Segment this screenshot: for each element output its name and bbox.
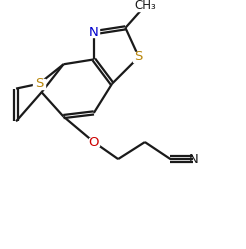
- Bar: [33, 79, 45, 89]
- Text: O: O: [89, 135, 99, 149]
- Bar: [136, 1, 153, 11]
- Text: N: N: [189, 153, 198, 166]
- Text: CH₃: CH₃: [134, 0, 156, 12]
- Bar: [89, 138, 99, 146]
- Bar: [89, 28, 99, 37]
- Text: S: S: [35, 77, 43, 90]
- Bar: [133, 52, 145, 62]
- Text: S: S: [135, 51, 143, 63]
- Text: N: N: [89, 26, 99, 39]
